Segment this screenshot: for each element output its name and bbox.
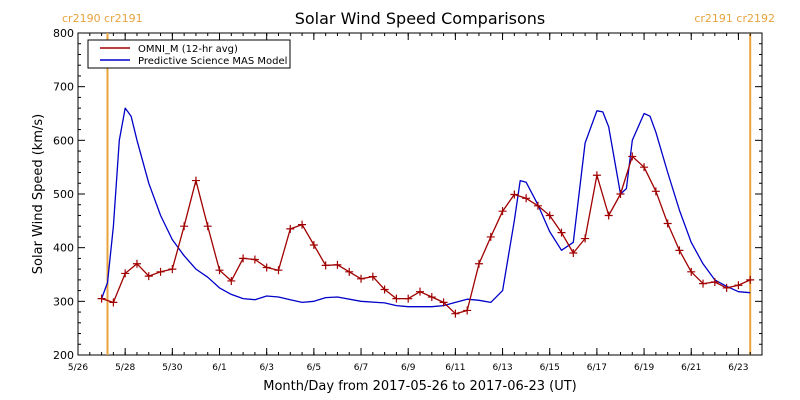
- y-tick-label: 400: [53, 242, 74, 255]
- mas-series-line: [100, 107, 751, 308]
- omni-data-point: [463, 306, 472, 315]
- omni-data-point: [274, 266, 283, 275]
- omni-data-point: [168, 265, 177, 274]
- omni-data-point: [321, 261, 330, 270]
- omni-data-point: [628, 152, 637, 161]
- omni-data-point: [132, 259, 141, 268]
- omni-data-point: [262, 263, 271, 272]
- carrington-markers: [106, 33, 752, 355]
- omni-data-point: [203, 222, 212, 231]
- omni-data-point: [180, 222, 189, 231]
- legend: OMNI_M (12-hr avg) Predictive Science MA…: [87, 39, 291, 69]
- omni-data-point: [156, 267, 165, 276]
- y-axis: 200 300 400 500 600 700 800: [53, 27, 762, 362]
- omni-data-point: [215, 266, 224, 275]
- omni-data-point: [333, 260, 342, 269]
- carrington-marker-label: cr2191 cr2192: [694, 12, 775, 25]
- carrington-labels: cr2190 cr2191 cr2191 cr2192: [62, 12, 775, 25]
- omni-data-point: [522, 194, 531, 203]
- x-tick-label: 6/1: [212, 363, 226, 373]
- omni-data-point: [380, 285, 389, 294]
- omni-data-point: [368, 272, 377, 281]
- omni-data-point: [427, 293, 436, 302]
- series-layer: [97, 107, 755, 318]
- x-tick-label: 5/26: [68, 363, 88, 373]
- x-tick-label: 6/9: [401, 363, 416, 373]
- omni-data-point: [416, 287, 424, 296]
- x-tick-label: 6/7: [354, 363, 368, 373]
- omni-data-point: [699, 279, 708, 288]
- omni-data-point: [121, 269, 130, 278]
- x-tick-label: 6/23: [728, 363, 748, 373]
- omni-data-point: [746, 275, 755, 284]
- legend-label-mas: Predictive Science MAS Model: [138, 56, 287, 67]
- omni-data-point: [734, 281, 743, 290]
- y-axis-label: Solar Wind Speed (km/s): [31, 114, 46, 274]
- x-tick-label: 6/11: [445, 363, 465, 373]
- x-tick-label: 6/3: [259, 363, 273, 373]
- omni-data-point: [687, 267, 696, 276]
- x-tick-label: 6/13: [492, 363, 512, 373]
- omni-data-point: [498, 207, 507, 216]
- omni-data-point: [722, 283, 731, 292]
- y-tick-label: 200: [53, 349, 74, 362]
- x-tick-label: 6/21: [681, 363, 701, 373]
- x-tick-label: 5/28: [115, 363, 135, 373]
- omni-data-point: [640, 163, 649, 172]
- omni-data-point: [486, 232, 495, 241]
- y-tick-label: 300: [53, 295, 74, 308]
- omni-data-point: [451, 309, 460, 318]
- y-tick-label: 700: [53, 81, 74, 94]
- omni-data-point: [144, 272, 153, 281]
- omni-data-point: [510, 190, 519, 199]
- y-tick-label: 500: [53, 188, 74, 201]
- chart-title: Solar Wind Speed Comparisons: [295, 9, 546, 28]
- omni-data-point: [663, 219, 672, 228]
- omni-data-point: [545, 211, 554, 220]
- x-tick-label: 5/30: [162, 363, 182, 373]
- omni-data-point: [675, 246, 684, 255]
- omni-data-point: [474, 259, 483, 268]
- omni-data-point: [239, 254, 248, 263]
- omni-data-point: [604, 211, 613, 220]
- x-tick-label: 6/5: [307, 363, 321, 373]
- x-axis: 5/26 5/28 5/30 6/1 6/3 6/5 6/7 6/9 6/11 6/13 6/15 6…: [68, 33, 763, 373]
- omni-data-point: [250, 255, 259, 264]
- omni-data-point: [357, 274, 366, 283]
- omni-data-point: [298, 220, 307, 229]
- omni-data-point: [569, 249, 578, 258]
- x-tick-label: 6/17: [587, 363, 607, 373]
- y-tick-label: 800: [53, 27, 74, 40]
- omni-series-line: [101, 155, 751, 315]
- legend-label-omni: OMNI_M (12-hr avg): [138, 44, 238, 55]
- omni-data-point: [97, 294, 106, 303]
- x-axis-label: Month/Day from 2017-05-26 to 2017-06-23 …: [263, 379, 576, 394]
- legend-box: [87, 39, 291, 69]
- omni-data-point: [309, 240, 318, 249]
- omni-data-point: [404, 294, 413, 303]
- omni-data-point: [616, 190, 625, 198]
- omni-data-point: [581, 234, 590, 243]
- carrington-marker-label: cr2190 cr2191: [62, 12, 143, 25]
- omni-data-point: [227, 276, 236, 285]
- omni-data-point: [710, 278, 719, 287]
- omni-data-point: [439, 298, 448, 307]
- omni-data-point: [557, 228, 566, 237]
- x-tick-label: 6/19: [634, 363, 654, 373]
- y-tick-label: 600: [53, 134, 74, 147]
- x-tick-label: 6/15: [540, 363, 560, 373]
- omni-data-point: [651, 187, 660, 196]
- omni-data-point: [345, 267, 354, 276]
- omni-data-point: [109, 298, 118, 307]
- omni-data-point: [191, 176, 200, 185]
- omni-data-point: [533, 201, 542, 210]
- omni-data-point: [592, 171, 601, 180]
- omni-data-point: [286, 224, 295, 233]
- omni-data-point: [392, 294, 401, 303]
